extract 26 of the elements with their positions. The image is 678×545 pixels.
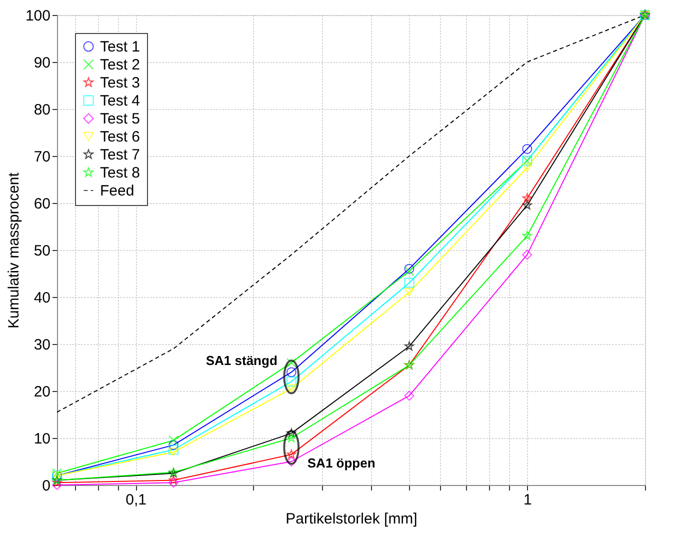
y-tick-label: 40 bbox=[34, 290, 50, 306]
y-tick-label: 30 bbox=[34, 336, 50, 354]
annotation: SA1 stängd bbox=[206, 352, 278, 368]
legend-label: Test 7 bbox=[100, 146, 140, 164]
y-tick-label: 80 bbox=[34, 102, 50, 118]
y-tick-label: 20 bbox=[34, 384, 50, 400]
x-tick-label: 0,1 bbox=[126, 492, 146, 508]
x-axis-title: Partikelstorlek [mm] bbox=[286, 510, 418, 528]
legend-label: Test 6 bbox=[100, 128, 140, 146]
legend-label: Test 4 bbox=[100, 92, 140, 110]
y-tick-label: 100 bbox=[25, 8, 50, 24]
y-tick-label: 10 bbox=[34, 430, 50, 448]
legend-label: Test 1 bbox=[100, 38, 140, 56]
legend-label: Test 2 bbox=[100, 56, 140, 74]
annotation: SA1 öppen bbox=[307, 455, 376, 470]
y-tick-label: 0 bbox=[42, 478, 50, 494]
x-tick-label: 1 bbox=[523, 492, 532, 508]
legend-label: Test 5 bbox=[100, 110, 140, 128]
y-tick-label: 50 bbox=[34, 242, 50, 260]
legend-label: Feed bbox=[100, 182, 134, 200]
legend-label: Test 8 bbox=[100, 164, 140, 182]
y-tick-label: 70 bbox=[34, 148, 50, 166]
y-tick-label: 60 bbox=[34, 196, 50, 212]
legend-label: Test 3 bbox=[100, 74, 140, 92]
y-axis-title: Kumulativ massprocent bbox=[5, 172, 22, 328]
y-tick-label: 90 bbox=[34, 54, 50, 72]
